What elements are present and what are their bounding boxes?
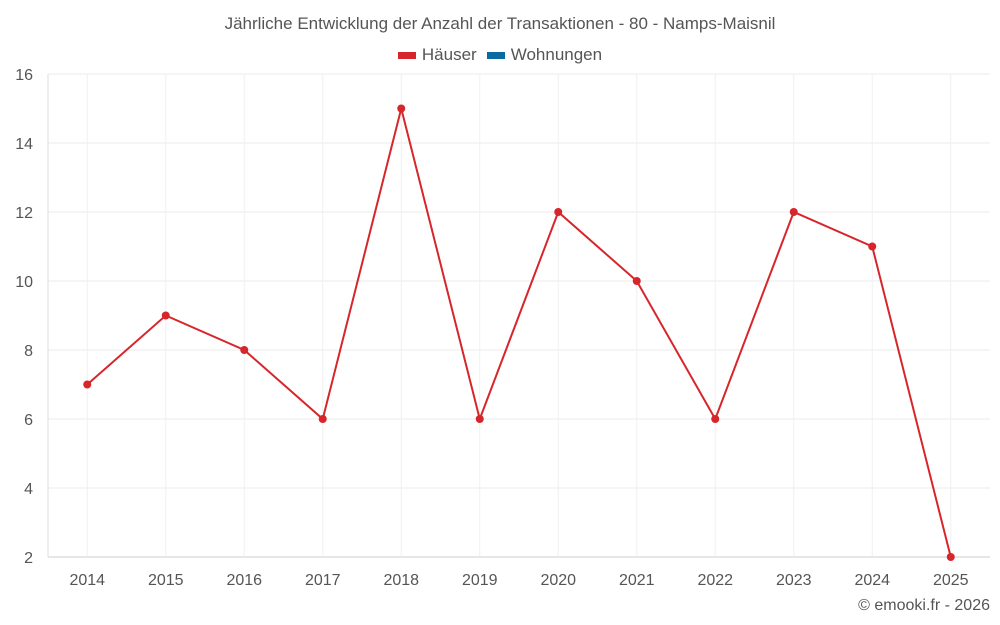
series-line [86,108,952,558]
data-point [868,242,877,251]
x-tick-label: 2019 [462,572,498,589]
data-point [397,104,406,113]
data-point [161,311,170,320]
legend-label: Wohnungen [510,45,603,64]
x-tick-label: 2020 [540,572,576,589]
legend-swatch-haeuser [397,51,416,59]
legend: Häuser Wohnungen [0,45,1000,65]
data-point [83,380,92,389]
x-tick-label: 2021 [619,572,655,589]
x-tick-label: 2025 [933,572,969,589]
x-tick-label: 2017 [305,572,341,589]
legend-item-haeuser[interactable]: Häuser [397,45,477,65]
legend-label: Häuser [421,45,477,64]
y-tick-label: 10 [15,274,33,291]
y-tick-label: 2 [24,550,33,567]
y-tick-label: 6 [24,412,33,429]
data-point [554,208,563,216]
legend-swatch-wohnungen [486,51,505,59]
y-tick-label: 12 [15,205,33,222]
data-point [475,415,484,423]
data-point [711,415,720,423]
x-tick-label: 2023 [776,572,812,589]
data-point [240,346,249,354]
credit: © emooki.fr - 2026 [858,597,990,614]
y-tick-label: 14 [15,136,33,153]
x-tick-label: 2018 [383,572,419,589]
x-tick-label: 2022 [697,572,733,589]
y-tick-label: 4 [24,481,33,498]
chart-title: Jährliche Entwicklung der Anzahl der Tra… [224,14,776,33]
x-tick-label: 2015 [148,572,184,589]
data-point [318,415,327,423]
y-tick-label: 16 [15,67,33,84]
legend-item-wohnungen[interactable]: Wohnungen [486,45,603,65]
x-tick-label: 2016 [226,572,262,589]
y-tick-label: 8 [24,343,33,360]
data-point [632,277,641,285]
x-tick-label: 2024 [854,572,890,589]
data-point [946,553,955,561]
x-tick-label: 2014 [69,572,105,589]
data-point [789,208,798,216]
